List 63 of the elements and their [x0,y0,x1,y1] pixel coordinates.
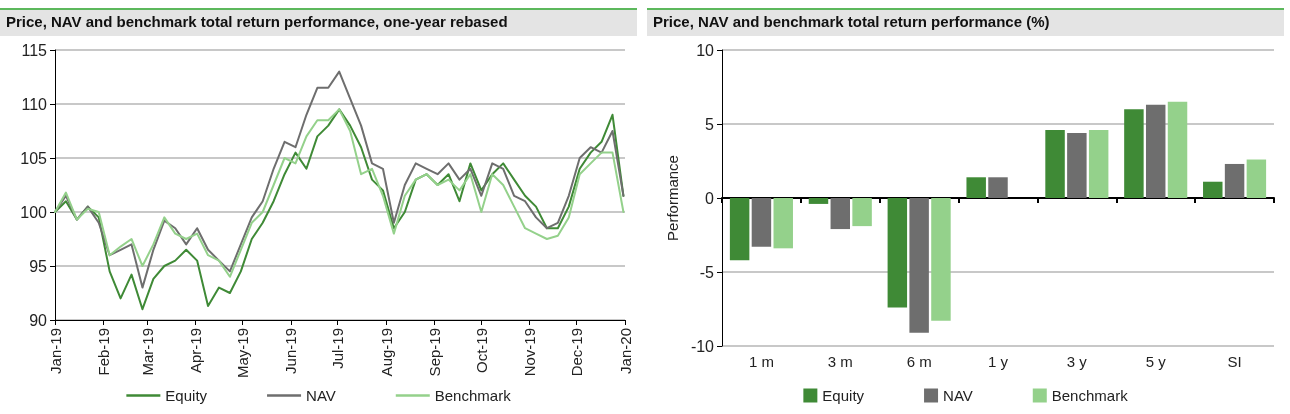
x-tick-label: Jan-20 [616,327,634,374]
x-tick-label: May-19 [233,327,251,378]
bar [1167,101,1188,198]
y-tick-label: -10 [690,337,715,355]
legend-label: Benchmark [434,386,512,404]
x-tick-label: Sep-19 [425,327,443,377]
x-tick-label: 1 y [987,352,1009,370]
x-tick-label: Apr-19 [187,327,205,373]
x-tick-label: Jan-19 [46,327,64,374]
legend-label: Equity [822,386,865,404]
bar [887,197,908,308]
x-tick-label: SI [1227,352,1242,370]
bar [1203,181,1223,198]
x-tick-label: Jun-19 [282,327,300,374]
y-tick-label: 100 [20,203,48,221]
chart-title: Price, NAV and benchmark total return performance, one-year rebased [0,8,637,36]
bar [1246,159,1267,198]
legend-label: Benchmark [1051,386,1129,404]
x-tick-label: Nov-19 [521,327,539,377]
y-tick-label: -5 [699,263,715,281]
y-tick-label: 115 [21,41,48,59]
chart-title: Price, NAV and benchmark total return performance (%) [647,8,1284,36]
bar [966,177,986,198]
y-tick-label: 0 [705,189,715,207]
bar [830,197,851,229]
line-series [54,108,625,278]
bar [931,197,951,321]
bar [1088,129,1109,198]
bar [808,197,829,204]
x-tick-label: Aug-19 [377,327,395,377]
y-tick-label: 95 [29,257,48,275]
bar [909,197,929,333]
bar [773,197,793,249]
x-tick-label: Feb-19 [94,327,112,376]
bar [1124,109,1144,198]
bar [852,197,872,227]
y-tick-label: 110 [21,95,48,113]
bar [1224,163,1245,198]
bar [1045,129,1065,198]
bar [1067,132,1087,198]
x-tick-label: 3 m [827,352,853,370]
x-tick-label: 3 y [1066,352,1088,370]
bar [988,177,1008,198]
x-tick-label: Mar-19 [138,327,156,376]
y-tick-label: 5 [705,115,715,133]
x-tick-label: Dec-19 [568,327,586,377]
y-tick-label: 90 [29,311,48,329]
bar [729,197,750,261]
legend-label: NAV [306,386,336,404]
legend-label: Equity [165,386,208,404]
bar [1145,104,1166,198]
x-tick-label: 5 y [1145,352,1167,370]
x-tick-label: 1 m [748,352,774,370]
y-axis-title: Performance [663,154,681,241]
line-series [54,108,625,311]
y-tick-label: 10 [696,41,715,59]
y-tick-label: 105 [20,149,48,167]
x-tick-label: 6 m [906,352,932,370]
x-tick-label: Jul-19 [329,327,347,369]
x-tick-label: Oct-19 [472,327,490,373]
line-series [54,70,625,289]
bar [751,197,772,247]
legend-label: NAV [943,386,973,404]
